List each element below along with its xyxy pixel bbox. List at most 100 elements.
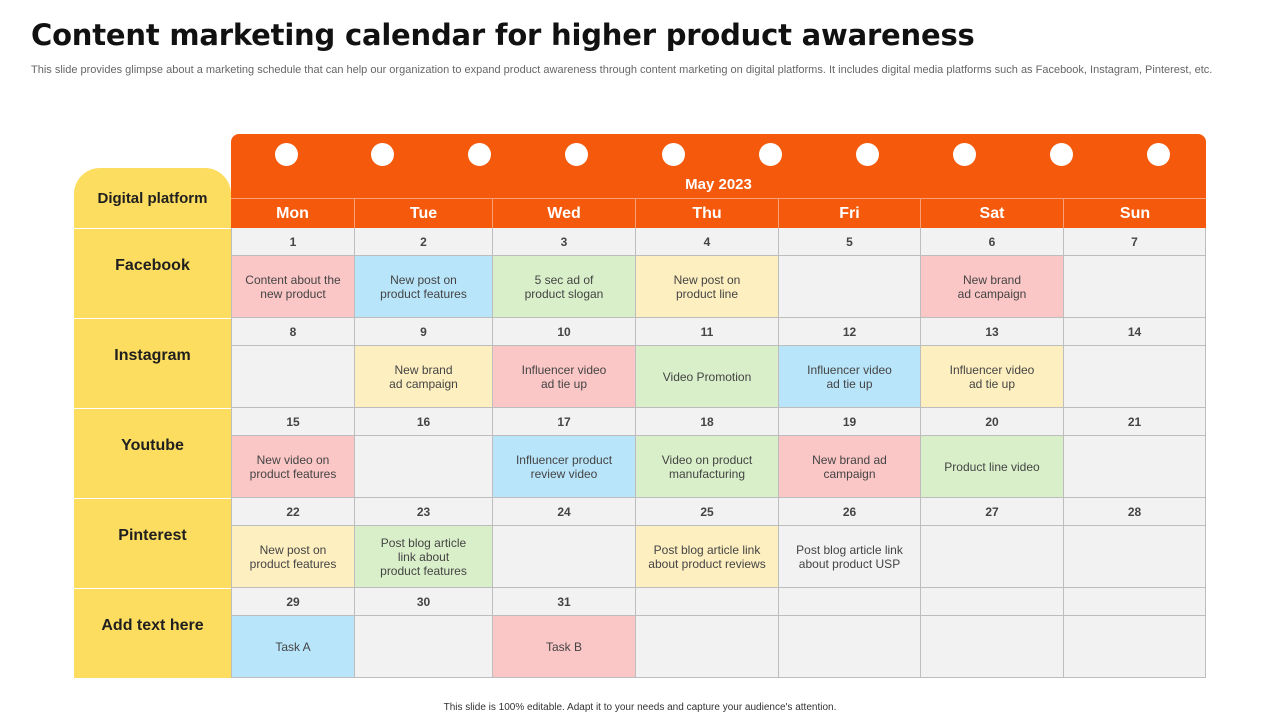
event-cell: New brand ad campaign [921, 256, 1064, 318]
day-number [636, 588, 779, 616]
weekday-sat: Sat [921, 198, 1064, 228]
empty-cell [921, 526, 1064, 588]
event-text: Post blog article link about product USP [796, 542, 903, 571]
day-number: 19 [779, 408, 921, 436]
day-number: 24 [493, 498, 636, 526]
day-number [779, 588, 921, 616]
day-number: 14 [1064, 318, 1206, 346]
day-number: 30 [355, 588, 493, 616]
empty-cell [1064, 436, 1206, 498]
event-cell: Influencer video ad tie up [921, 346, 1064, 408]
day-number: 2 [355, 228, 493, 256]
empty-cell [1064, 346, 1206, 408]
day-number: 5 [779, 228, 921, 256]
calendar-grid: 1 2 3 4 5 6 7 Content about the new product New … [231, 228, 1206, 678]
day-number: 10 [493, 318, 636, 346]
event-text: New brand ad campaign [389, 362, 458, 391]
event-text: Post blog article link about product rev… [648, 542, 766, 571]
day-number [921, 588, 1064, 616]
day-number: 21 [1064, 408, 1206, 436]
weekday-wed: Wed [493, 198, 636, 228]
event-text: Post blog article link about product fea… [380, 535, 467, 578]
empty-cell [1064, 526, 1206, 588]
day-number: 23 [355, 498, 493, 526]
event-cell: New brand ad campaign [779, 436, 921, 498]
event-cell: New post on product features [231, 526, 355, 588]
calendar-week: 22 23 24 25 26 27 28 New post on product featur… [231, 498, 1206, 588]
day-number: 4 [636, 228, 779, 256]
day-number: 1 [231, 228, 355, 256]
event-cell: Influencer video ad tie up [493, 346, 636, 408]
empty-cell [1064, 256, 1206, 318]
day-number: 15 [231, 408, 355, 436]
day-number: 26 [779, 498, 921, 526]
binder-ring [565, 143, 588, 166]
day-number: 12 [779, 318, 921, 346]
day-number: 25 [636, 498, 779, 526]
event-cell: Video Promotion [636, 346, 779, 408]
event-text: Influencer video ad tie up [521, 362, 607, 391]
day-number [1064, 588, 1206, 616]
event-cell: New post on product features [355, 256, 493, 318]
day-number: 11 [636, 318, 779, 346]
event-cell: 5 sec ad of product slogan [493, 256, 636, 318]
calendar-week: 15 16 17 18 19 20 21 New video on product featu… [231, 408, 1206, 498]
empty-cell [355, 616, 493, 678]
event-cell: Video on product manufacturing [636, 436, 779, 498]
event-cell: Product line video [921, 436, 1064, 498]
event-cell: Content about the new product [231, 256, 355, 318]
binder-ring [662, 143, 685, 166]
day-number: 20 [921, 408, 1064, 436]
empty-cell [231, 346, 355, 408]
day-number: 31 [493, 588, 636, 616]
empty-cell [1064, 616, 1206, 678]
platform-add-text-here: Add text here [74, 588, 231, 678]
event-text: Task A [275, 639, 311, 654]
weekday-fri: Fri [779, 198, 921, 228]
event-cell: Post blog article link about product USP [779, 526, 921, 588]
weekday-tue: Tue [355, 198, 493, 228]
binder-ring [468, 143, 491, 166]
platform-column-header: Digital platform [74, 168, 231, 228]
binder-ring [953, 143, 976, 166]
calendar-week: 8 9 10 11 12 13 14 New brand ad campaign Influen… [231, 318, 1206, 408]
binder-ring [371, 143, 394, 166]
event-text: Influencer video ad tie up [949, 362, 1035, 391]
day-number: 6 [921, 228, 1064, 256]
event-cell: Post blog article link about product fea… [355, 526, 493, 588]
binder-ring [1050, 143, 1073, 166]
empty-cell [636, 616, 779, 678]
event-text: Task B [545, 639, 582, 654]
event-text: New post on product line [673, 272, 741, 301]
day-number: 13 [921, 318, 1064, 346]
event-text: Content about the new product [245, 272, 341, 301]
day-number: 22 [231, 498, 355, 526]
event-text: Influencer product review video [515, 452, 613, 481]
day-number: 3 [493, 228, 636, 256]
calendar-header: May 2023 [231, 134, 1206, 198]
empty-cell [493, 526, 636, 588]
calendar-week: 29 30 31 Task A Task B [231, 588, 1206, 678]
binder-ring [275, 143, 298, 166]
event-cell: Post blog article link about product rev… [636, 526, 779, 588]
day-number: 7 [1064, 228, 1206, 256]
day-number: 27 [921, 498, 1064, 526]
day-number: 9 [355, 318, 493, 346]
day-number: 8 [231, 318, 355, 346]
binder-ring [1147, 143, 1170, 166]
platform-facebook: Facebook [74, 228, 231, 318]
event-cell: Influencer product review video [493, 436, 636, 498]
weekday-header-row: Mon Tue Wed Thu Fri Sat Sun [231, 198, 1206, 228]
weekday-mon: Mon [231, 198, 355, 228]
calendar-month: May 2023 [685, 176, 752, 193]
day-number: 16 [355, 408, 493, 436]
platform-youtube: Youtube [74, 408, 231, 498]
event-text: New post on product features [380, 272, 467, 301]
calendar-week: 1 2 3 4 5 6 7 Content about the new product New … [231, 228, 1206, 318]
event-text: New video on product features [249, 452, 337, 481]
event-cell: New video on product features [231, 436, 355, 498]
event-text: New post on product features [249, 542, 337, 571]
event-text: Video Promotion [662, 369, 752, 384]
event-text: Influencer video ad tie up [807, 362, 892, 391]
empty-cell [779, 616, 921, 678]
